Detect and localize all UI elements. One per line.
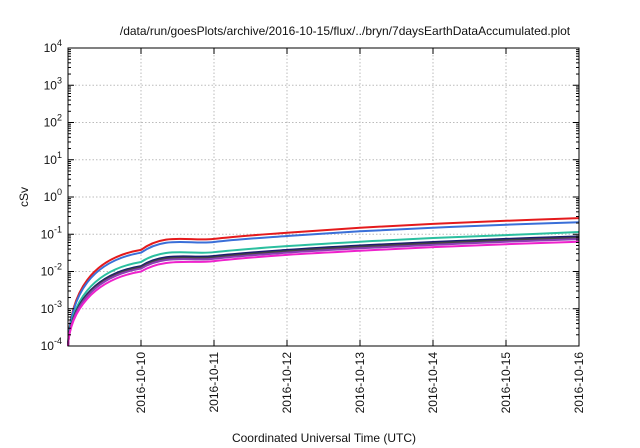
x-tick-label: 2016-10-11 xyxy=(207,352,221,413)
x-tick-label: 2016-10-16 xyxy=(572,352,586,414)
y-tick-label: 101 xyxy=(44,150,62,167)
series-line-7 xyxy=(67,240,580,347)
x-tick-label: 2016-10-15 xyxy=(499,352,513,414)
grid xyxy=(68,48,579,346)
y-tick-labels: 10-4 10-3 10-2 10-1 100 101 102 103 104 xyxy=(41,38,62,353)
x-tick-label: 2016-10-14 xyxy=(426,352,440,414)
series-line-6 xyxy=(67,238,580,347)
x-tick-label: 2016-10-10 xyxy=(134,352,148,414)
y-tick-label: 10-4 xyxy=(41,336,62,353)
y-tick-label: 103 xyxy=(44,75,62,92)
y-tick-label: 10-3 xyxy=(41,299,62,316)
y-tick-label: 102 xyxy=(44,113,62,130)
y-tick-label: 10-2 xyxy=(41,262,62,279)
series-line-1 xyxy=(67,217,580,347)
y-tick-label: 104 xyxy=(44,38,62,55)
y-tick-label: 10-1 xyxy=(41,224,62,241)
ticks xyxy=(68,47,580,347)
y-axis-label: cSv xyxy=(17,187,31,207)
series-line-2 xyxy=(67,221,580,347)
series-line-4 xyxy=(67,235,580,347)
x-tick-label: 2016-10-13 xyxy=(353,352,367,414)
series-line-3 xyxy=(67,230,580,347)
x-tick-label: 2016-10-12 xyxy=(280,352,294,414)
x-tick-labels: 2016-10-10 2016-10-11 2016-10-12 2016-10-13… xyxy=(134,352,586,414)
series-line-5 xyxy=(67,236,580,347)
chart-title: /data/run/goesPlots/archive/2016-10-15/f… xyxy=(120,24,571,38)
series-group xyxy=(67,217,580,347)
x-axis-label: Coordinated Universal Time (UTC) xyxy=(232,431,416,445)
y-tick-label: 100 xyxy=(44,187,62,204)
